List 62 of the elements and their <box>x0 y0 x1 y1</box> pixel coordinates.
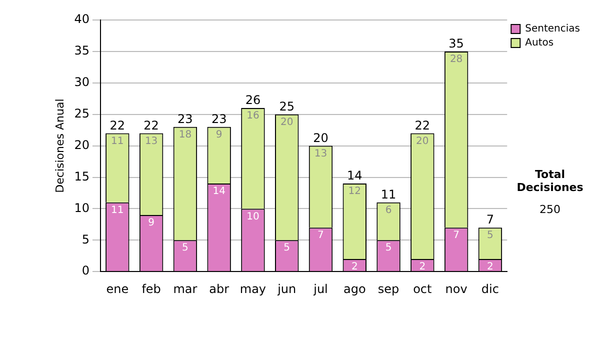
x-tick-label: abr <box>209 282 230 296</box>
x-tick-label: dic <box>481 282 499 296</box>
x-tick-label: jul <box>312 282 328 296</box>
data-label: 7 <box>318 230 324 242</box>
x-tick-label: mar <box>173 282 198 296</box>
data-label: 6 <box>385 205 392 216</box>
y-tick-label: 5 <box>82 232 90 246</box>
y-tick-label: 35 <box>74 44 90 58</box>
y-tick-label: 15 <box>74 169 90 184</box>
total-label: 26 <box>245 93 261 108</box>
legend-label: Sentencias <box>525 24 580 35</box>
data-label: 18 <box>178 130 192 141</box>
y-tick-label: 10 <box>74 200 90 215</box>
data-label: 9 <box>148 218 154 229</box>
data-label: 5 <box>182 242 188 254</box>
x-tick-label: jun <box>276 282 296 296</box>
y-tick-label: 25 <box>74 106 90 120</box>
total-label: 22 <box>110 118 126 132</box>
data-label: 13 <box>144 136 158 147</box>
data-label: 28 <box>450 54 463 66</box>
data-label: 2 <box>487 262 494 273</box>
x-tick-label: ene <box>106 282 129 296</box>
data-label: 9 <box>216 130 222 141</box>
data-label: 5 <box>385 242 392 254</box>
total-label: 23 <box>178 112 193 126</box>
text: Total Decisiones <box>516 168 584 194</box>
x-tick-label: sep <box>378 282 400 296</box>
data-label: 5 <box>284 242 290 254</box>
total-label: 35 <box>448 36 464 51</box>
data-label: 14 <box>212 186 226 198</box>
data-label: 11 <box>111 136 124 147</box>
y-axis-title: Decisiones Anual <box>53 98 66 193</box>
x-tick-label: ago <box>343 282 366 296</box>
total-label: 23 <box>211 112 227 126</box>
y-tick-label: 20 <box>74 138 90 152</box>
x-tick-label: nov <box>445 282 468 296</box>
total-label: 14 <box>346 168 362 183</box>
text: 250 <box>538 203 562 216</box>
data-label: 20 <box>416 136 429 147</box>
data-label: 16 <box>246 110 260 122</box>
total-label: 11 <box>380 188 396 202</box>
data-label: 20 <box>280 116 294 128</box>
x-tick-label: oct <box>413 282 432 296</box>
total-label: 22 <box>144 118 159 132</box>
y-tick-label: 0 <box>82 264 90 278</box>
data-label: 13 <box>314 148 328 160</box>
x-tick-label: feb <box>142 282 161 296</box>
data-label: 7 <box>453 230 460 242</box>
total-label: 20 <box>313 130 328 145</box>
total-label: 22 <box>414 118 430 132</box>
legend-label: Autos <box>525 38 554 49</box>
total-label: 7 <box>486 212 494 227</box>
data-label: 10 <box>246 211 260 222</box>
data-label: 11 <box>111 205 124 216</box>
data-label: 2 <box>419 262 426 273</box>
y-tick-label: 40 <box>74 12 90 26</box>
data-label: 5 <box>487 230 494 242</box>
y-tick-label: 30 <box>74 75 90 90</box>
total-label: 25 <box>279 99 294 114</box>
data-label: 2 <box>351 262 358 273</box>
data-label: 12 <box>348 186 362 198</box>
x-tick-label: may <box>240 282 266 296</box>
